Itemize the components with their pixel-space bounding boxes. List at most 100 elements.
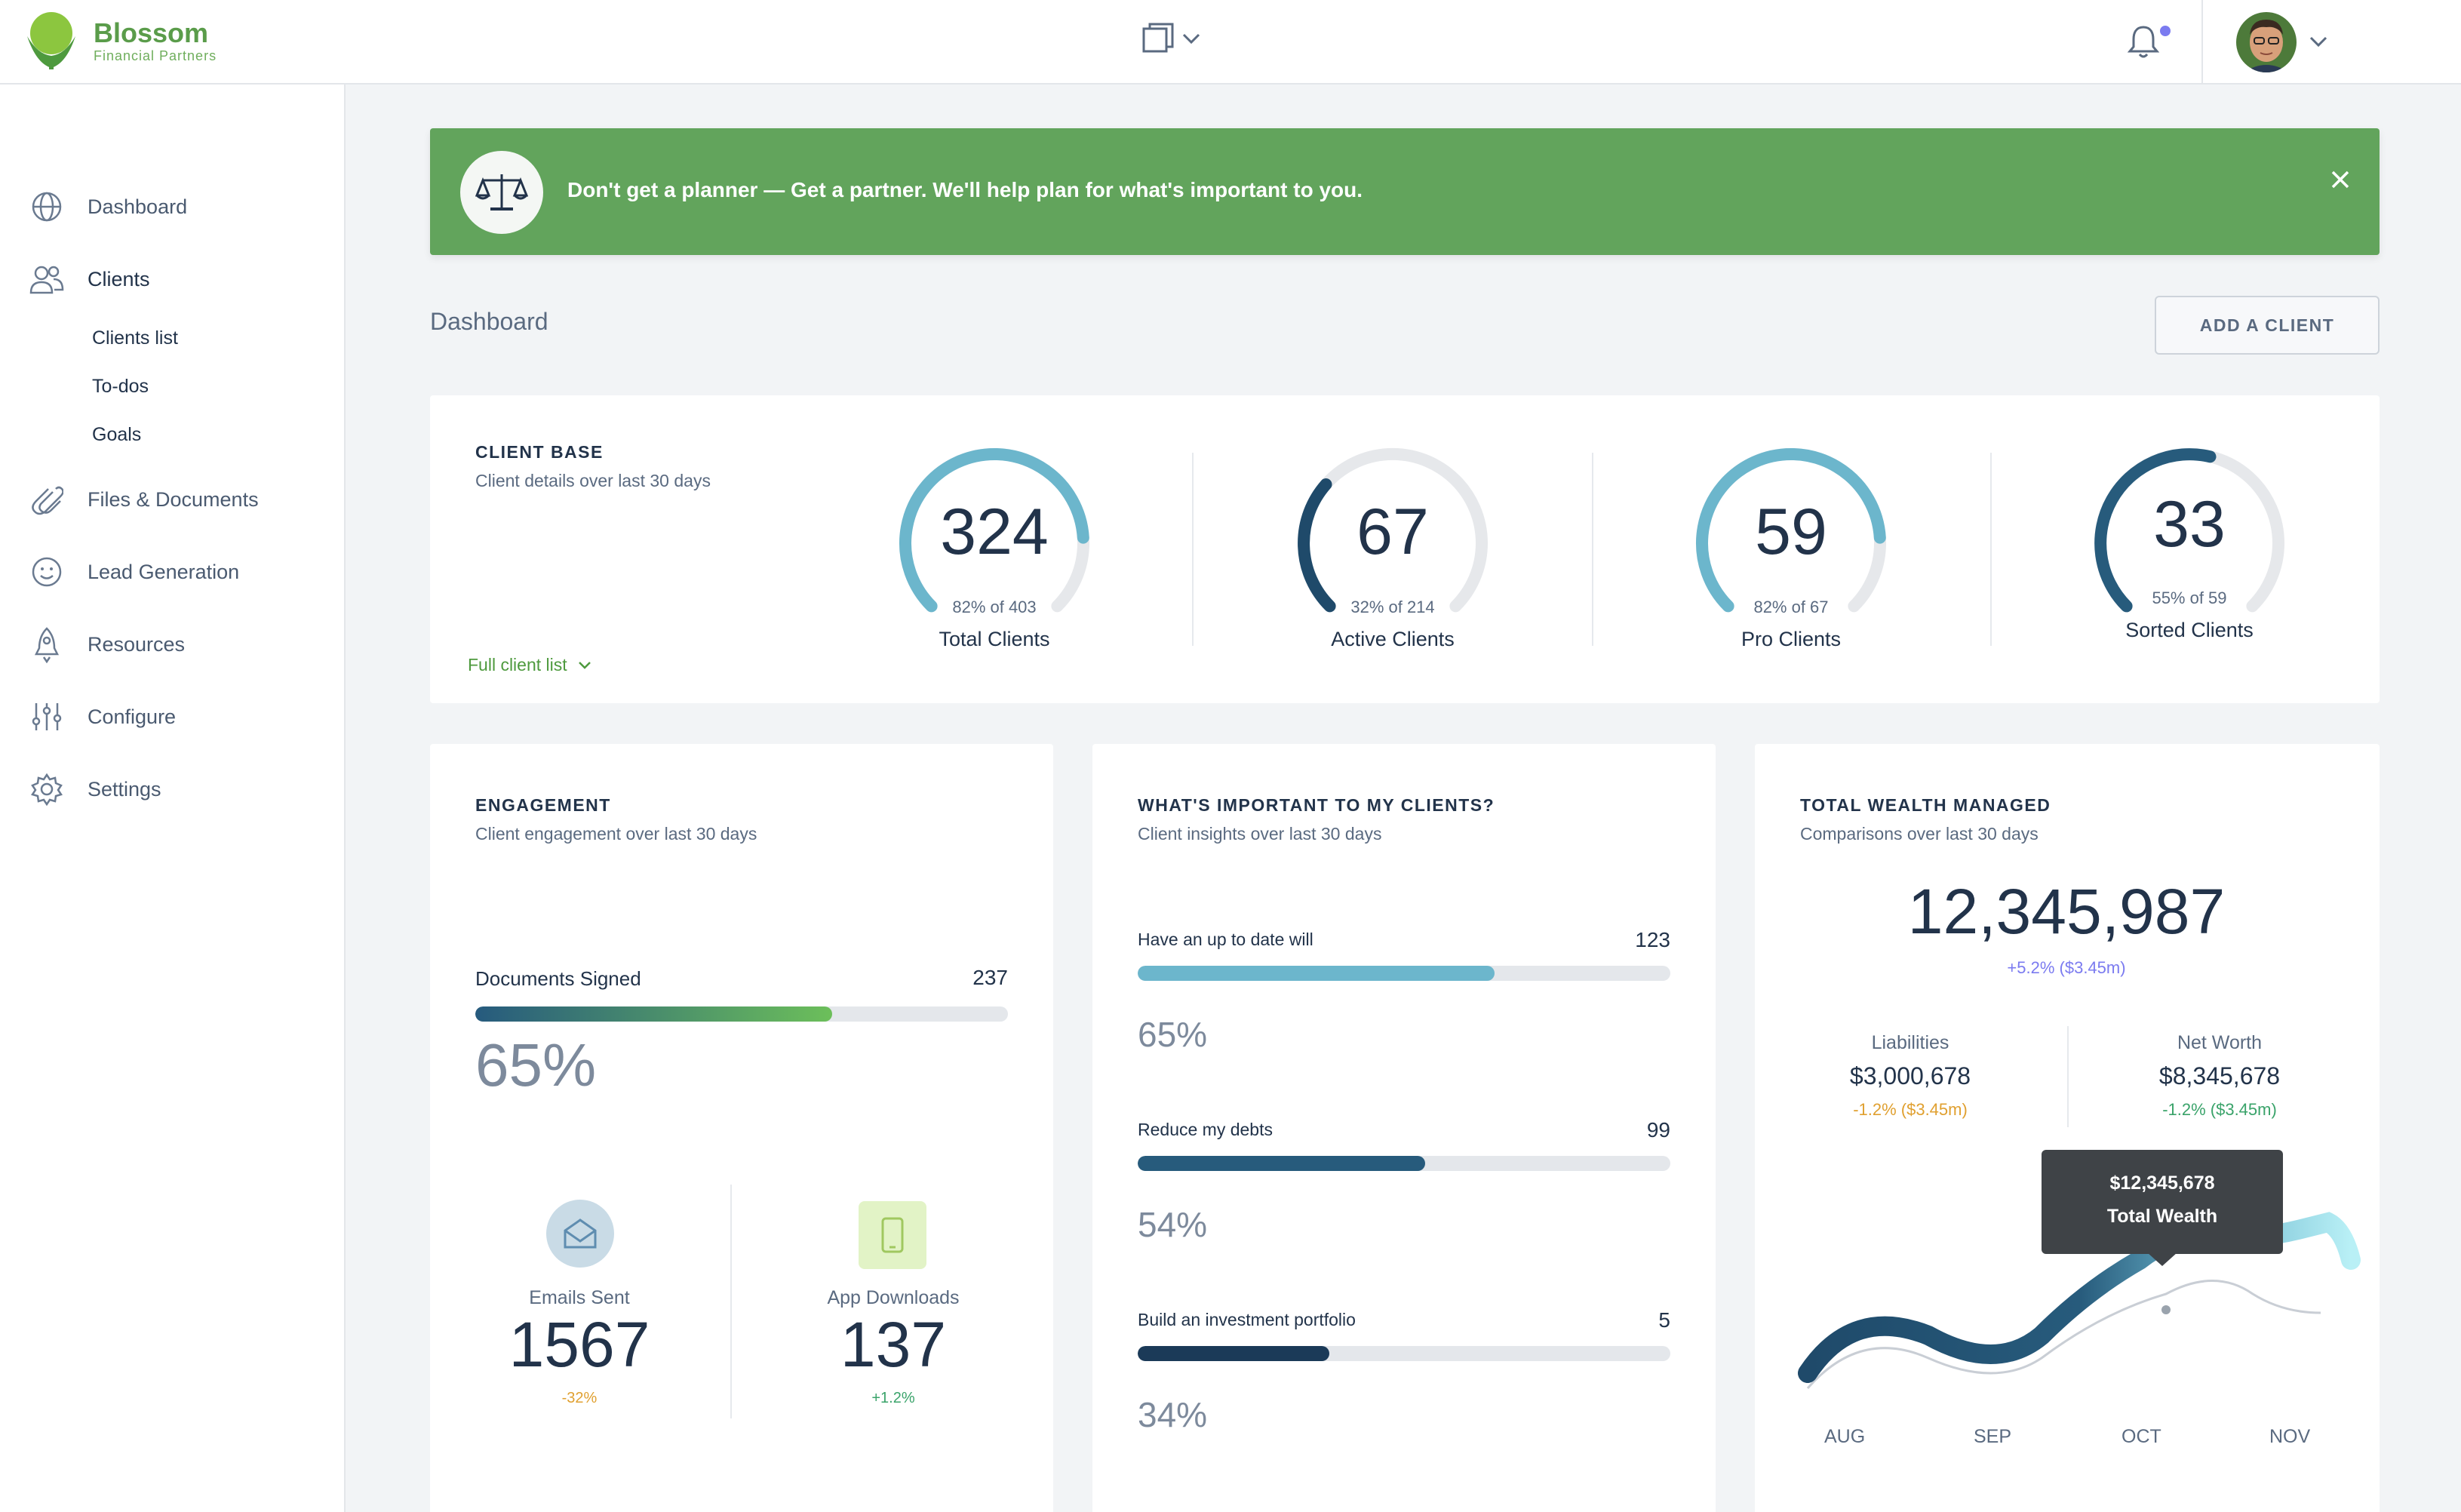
insight-progress-fill bbox=[1138, 966, 1495, 981]
gauge-pro-clients[interactable]: 59 82% of 67 Pro Clients bbox=[1678, 430, 1904, 671]
insight-percentage: 65% bbox=[1138, 1015, 1208, 1054]
emails-sent-change: -32% bbox=[561, 1390, 598, 1406]
gear-icon bbox=[29, 771, 65, 807]
total-wealth-card bbox=[1755, 744, 2380, 1512]
smiley-icon bbox=[29, 554, 65, 590]
gauge-total-clients[interactable]: 324 82% of 403 Total Clients bbox=[881, 430, 1108, 671]
scales-icon bbox=[460, 151, 543, 234]
gauge-divider bbox=[1990, 453, 1992, 646]
globe-icon bbox=[29, 189, 65, 225]
liabilities-value: $3,000,678 bbox=[1849, 1062, 1971, 1089]
gauge-value: 59 bbox=[1755, 496, 1827, 568]
gauge-fill bbox=[2094, 448, 2217, 613]
sidebar: Dashboard Clients Clients list To-dos Go… bbox=[0, 85, 346, 1512]
chart-tooltip: $12,345,678 Total Wealth bbox=[2042, 1150, 2283, 1266]
insight-label: Reduce my debts bbox=[1138, 1120, 1273, 1139]
chevron-down-icon bbox=[578, 661, 591, 669]
gauge-label: Pro Clients bbox=[1741, 628, 1842, 650]
gauge-label: Sorted Clients bbox=[2125, 619, 2254, 641]
top-bar: Blossom Financial Partners bbox=[0, 0, 2461, 85]
gauge-active-clients[interactable]: 67 32% of 214 Active Clients bbox=[1280, 430, 1506, 671]
sidebar-item-clients[interactable]: Clients bbox=[29, 261, 150, 297]
sidebar-item-label: Resources bbox=[88, 632, 186, 656]
windows-icon bbox=[1142, 23, 1174, 53]
gauge-ring bbox=[899, 447, 1089, 613]
client-base-subtitle: Client details over last 30 days bbox=[475, 471, 711, 490]
insight-progress-track bbox=[1138, 1346, 1670, 1361]
sidebar-item-configure[interactable]: Configure bbox=[29, 699, 176, 735]
brand-logo[interactable]: Blossom Financial Partners bbox=[21, 11, 217, 71]
wealth-trend-chart[interactable] bbox=[1755, 1132, 2380, 1418]
brand-tagline: Financial Partners bbox=[94, 48, 217, 63]
liabilities-label: Liabilities bbox=[1871, 1032, 1949, 1053]
sidebar-item-label: Configure bbox=[88, 705, 177, 728]
sidebar-item-files[interactable]: Files & Documents bbox=[29, 481, 259, 518]
sliders-icon bbox=[29, 699, 65, 735]
blossom-logo-icon bbox=[21, 11, 81, 71]
sidebar-item-dashboard[interactable]: Dashboard bbox=[29, 189, 187, 225]
promo-banner: Don't get a planner — Get a partner. We'… bbox=[430, 128, 2380, 255]
net-worth-value: $8,345,678 bbox=[2158, 1062, 2281, 1089]
sidebar-item-resources[interactable]: Resources bbox=[29, 626, 186, 663]
wealth-divider bbox=[2067, 1026, 2069, 1127]
documents-signed-label: Documents Signed bbox=[475, 967, 641, 990]
insight-progress-track bbox=[1138, 1156, 1670, 1171]
sidebar-subitem-goals[interactable]: Goals bbox=[92, 424, 142, 445]
sidebar-item-settings[interactable]: Settings bbox=[29, 771, 161, 807]
gauge-detail: 82% of 67 bbox=[1753, 598, 1829, 616]
insights-subtitle: Client insights over last 30 days bbox=[1138, 824, 1382, 844]
liabilities-change: -1.2% ($3.45m) bbox=[1853, 1100, 1968, 1119]
app-downloads-change: +1.2% bbox=[871, 1390, 915, 1406]
sidebar-item-label: Clients bbox=[88, 267, 150, 290]
sidebar-item-lead-generation[interactable]: Lead Generation bbox=[29, 554, 239, 590]
tooltip-pointer bbox=[2147, 1252, 2177, 1266]
gauge-divider bbox=[1192, 453, 1194, 646]
notifications-button[interactable] bbox=[2126, 23, 2161, 64]
users-icon bbox=[29, 261, 65, 297]
documents-signed-value: 237 bbox=[972, 966, 1008, 989]
gauge-detail: 55% of 59 bbox=[2152, 589, 2227, 607]
documents-percentage: 65% bbox=[475, 1031, 597, 1099]
close-icon[interactable] bbox=[2327, 166, 2354, 193]
chart-point bbox=[2161, 1305, 2171, 1314]
sidebar-subitem-todos[interactable]: To-dos bbox=[92, 376, 149, 397]
month-label-sep: SEP bbox=[1974, 1426, 2012, 1447]
gauge-ring bbox=[2094, 447, 2284, 613]
net-worth-label: Net Worth bbox=[2177, 1032, 2263, 1053]
insight-value: 123 bbox=[1635, 928, 1670, 951]
tooltip-label: Total Wealth bbox=[2106, 1206, 2218, 1227]
gauge-sorted-clients[interactable]: 33 55% of 59 Sorted Clients bbox=[2076, 430, 2303, 671]
sidebar-item-label: Files & Documents bbox=[88, 487, 259, 511]
total-wealth-line bbox=[1798, 1212, 2361, 1383]
sidebar-item-label: Dashboard bbox=[88, 195, 188, 218]
sidebar-item-label: Settings bbox=[88, 777, 161, 801]
engagement-subtitle: Client engagement over last 30 days bbox=[475, 824, 757, 844]
insight-value: 5 bbox=[1658, 1308, 1670, 1332]
gauge-detail: 82% of 403 bbox=[952, 598, 1037, 616]
client-base-card bbox=[430, 395, 2380, 703]
app-downloads-label: App Downloads bbox=[827, 1287, 960, 1308]
full-client-list-link[interactable]: Full client list bbox=[468, 655, 593, 675]
documents-progress-fill bbox=[475, 1006, 833, 1022]
chevron-down-icon bbox=[1182, 33, 1200, 45]
paperclip-icon bbox=[29, 481, 65, 518]
bell-icon bbox=[2127, 26, 2160, 58]
workspace-switcher[interactable] bbox=[1141, 21, 1203, 56]
app-downloads-value: 137 bbox=[840, 1309, 947, 1380]
engagement-divider bbox=[730, 1185, 732, 1418]
add-client-button[interactable]: ADD A CLIENT bbox=[2155, 296, 2380, 355]
avatar[interactable] bbox=[2236, 12, 2297, 72]
wealth-title: TOTAL WEALTH MANAGED bbox=[1800, 795, 2051, 815]
emails-sent-label: Emails Sent bbox=[529, 1287, 630, 1308]
rocket-icon bbox=[29, 626, 65, 663]
sidebar-subitem-clients-list[interactable]: Clients list bbox=[92, 327, 178, 349]
gauge-fill bbox=[1298, 478, 1336, 613]
chevron-down-icon[interactable] bbox=[2307, 30, 2330, 53]
gauge-label: Active Clients bbox=[1331, 628, 1455, 650]
insight-label: Have an up to date will bbox=[1138, 930, 1313, 949]
gauge-value: 324 bbox=[940, 496, 1049, 568]
engagement-card bbox=[430, 744, 1053, 1512]
page-title: Dashboard bbox=[430, 308, 548, 335]
month-label-aug: AUG bbox=[1824, 1426, 1866, 1447]
gauge-divider bbox=[1592, 453, 1593, 646]
